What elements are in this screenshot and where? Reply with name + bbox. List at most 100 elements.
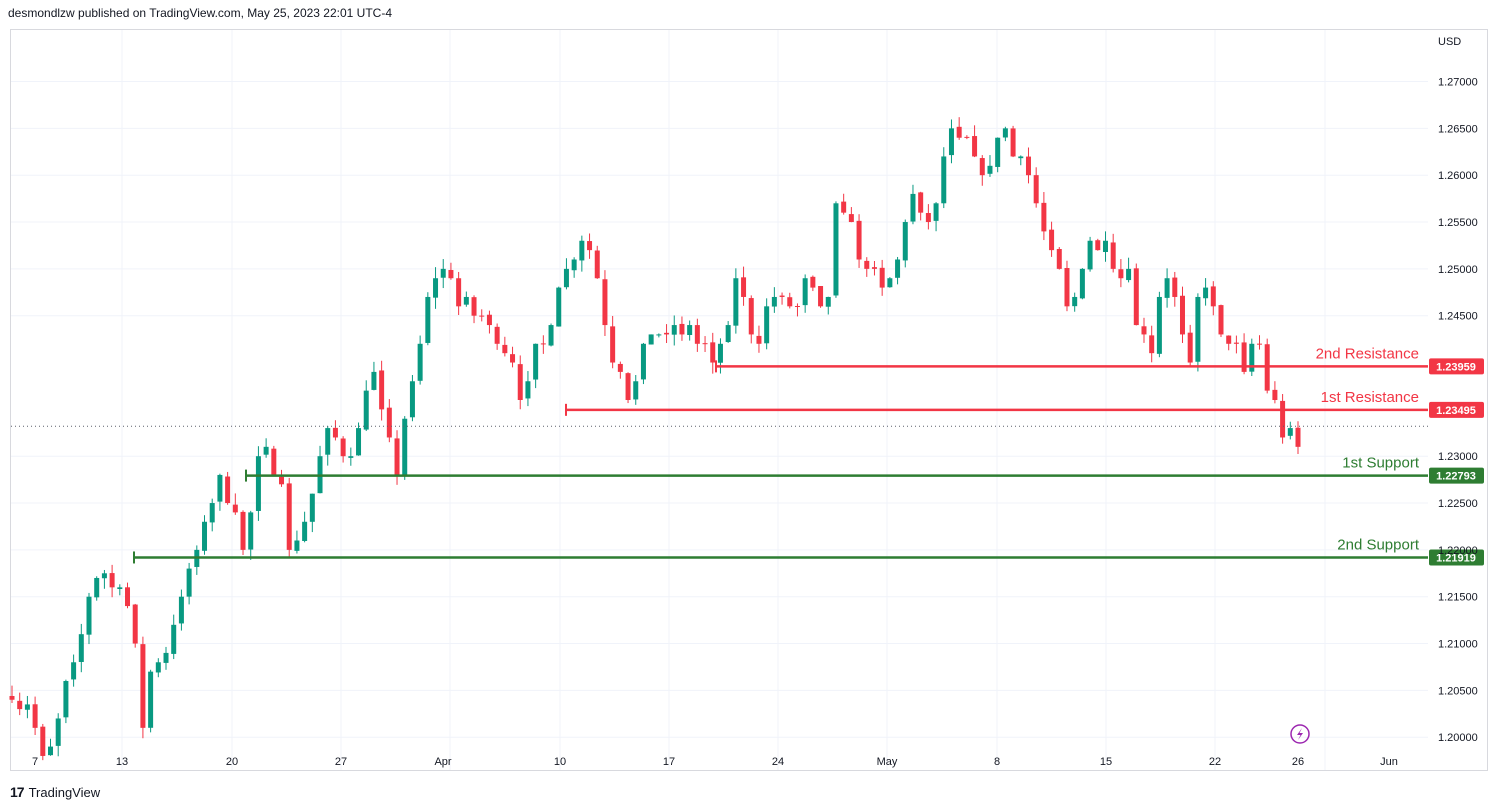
candle[interactable] [517,355,523,410]
candle[interactable] [94,576,100,601]
candle[interactable] [48,738,54,756]
candle[interactable] [140,636,146,739]
candle[interactable] [1118,259,1124,288]
candle[interactable] [1210,281,1216,316]
candle[interactable] [1149,325,1155,363]
candle[interactable] [510,346,516,368]
candle[interactable] [610,315,616,369]
candle[interactable] [32,696,38,735]
candle[interactable] [202,515,208,555]
candle[interactable] [1256,335,1262,350]
candle[interactable] [1049,221,1055,257]
candle[interactable] [325,425,331,466]
candle[interactable] [1172,271,1178,307]
candle[interactable] [864,257,870,277]
candle[interactable] [710,332,716,374]
candle[interactable] [771,287,777,313]
candle[interactable] [248,510,254,560]
candle[interactable] [363,380,369,432]
candle[interactable] [1079,268,1085,300]
candle[interactable] [1110,233,1116,273]
candle[interactable] [633,375,639,405]
candle[interactable] [818,286,824,308]
candle[interactable] [1002,126,1008,142]
candle[interactable] [548,323,554,347]
candle[interactable] [440,259,446,289]
candle[interactable] [694,318,700,352]
candle[interactable] [433,267,439,309]
candle[interactable] [1295,421,1301,454]
level-1st-support[interactable]: 1st Support 1.22793 [245,455,1484,484]
candle[interactable] [995,137,1001,173]
candle[interactable] [533,343,539,389]
candle[interactable] [887,277,893,288]
candle[interactable] [155,658,161,678]
candle[interactable] [979,155,985,186]
candle[interactable] [71,654,77,687]
candle[interactable] [209,498,215,532]
candle[interactable] [987,155,993,177]
candle[interactable] [910,184,916,225]
candle[interactable] [1287,421,1293,440]
candle[interactable] [902,219,908,268]
candle[interactable] [340,436,346,463]
candle[interactable] [648,334,654,345]
candle[interactable] [86,592,92,645]
candle[interactable] [1280,394,1286,444]
candle[interactable] [933,202,939,232]
candle[interactable] [40,723,46,761]
candle[interactable] [802,274,808,313]
candle[interactable] [240,510,246,556]
candle[interactable] [1033,167,1039,208]
candle[interactable] [1025,147,1031,184]
candle[interactable] [332,420,338,441]
candle[interactable] [448,262,454,280]
candle[interactable] [1141,317,1147,343]
candle[interactable] [833,201,839,298]
candle[interactable] [563,258,569,290]
candle[interactable] [741,266,747,306]
candle[interactable] [1133,263,1139,326]
candle[interactable] [556,286,562,327]
candle[interactable] [956,117,962,140]
candle[interactable] [640,342,646,385]
candle[interactable] [794,303,800,317]
candle[interactable] [1102,231,1108,262]
candle[interactable] [425,292,431,346]
candle[interactable] [895,256,901,285]
candle[interactable] [1249,338,1255,377]
candle[interactable] [594,245,600,279]
flash-icon[interactable] [1290,724,1310,744]
candle[interactable] [702,336,708,352]
candle[interactable] [63,679,69,724]
candle[interactable] [163,646,169,670]
candle[interactable] [871,260,877,276]
candle[interactable] [386,399,392,443]
candle[interactable] [1203,278,1209,306]
candle[interactable] [255,446,261,521]
candle[interactable] [1218,304,1224,338]
candle[interactable] [271,445,277,476]
candle[interactable] [918,191,924,221]
candle[interactable] [656,333,662,338]
candle[interactable] [109,564,115,598]
candle[interactable] [1241,333,1247,375]
candle[interactable] [225,471,231,505]
candle[interactable] [409,374,415,422]
candle[interactable] [232,493,238,515]
candle[interactable] [1056,247,1062,270]
candle[interactable] [417,335,423,385]
candle[interactable] [148,669,154,733]
candle[interactable] [486,310,492,334]
candle[interactable] [1064,260,1070,312]
candle[interactable] [348,447,354,466]
candle[interactable] [1233,335,1239,354]
candle[interactable] [263,438,269,458]
candle[interactable] [964,135,970,140]
candle[interactable] [379,360,385,421]
candle[interactable] [717,338,723,374]
candle[interactable] [78,623,84,673]
candle[interactable] [879,259,885,296]
candle[interactable] [671,315,677,346]
candle[interactable] [779,292,785,305]
